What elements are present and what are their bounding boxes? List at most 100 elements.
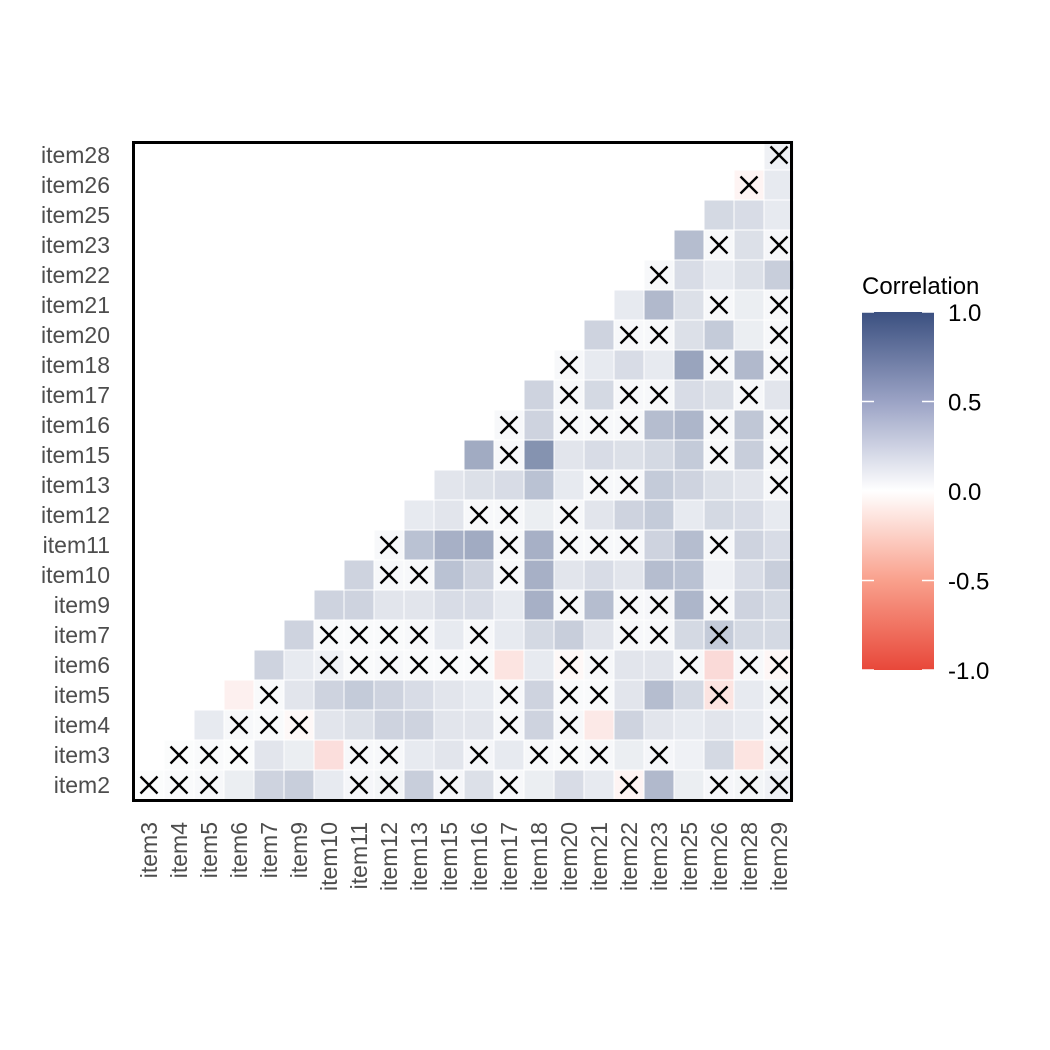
- heatmap-cell-item20-item26: [703, 319, 735, 351]
- cross-marker-item7-item12: [379, 625, 399, 645]
- cross-marker-item4-item7: [259, 715, 279, 735]
- heatmap-cell-item10-item18: [523, 559, 555, 591]
- heatmap-cell-item4-item22: [613, 709, 645, 741]
- heatmap-cell-item16-item18: [523, 409, 555, 441]
- cross-marker-item26-item28: [739, 175, 759, 195]
- x-tick-label: item10: [316, 822, 342, 891]
- y-axis-tick-labels: item2 item3 item4 item5 item6 item7 item9 item1…: [41, 142, 110, 798]
- heatmap-cell-item12-item29: [763, 499, 795, 531]
- heatmap-cell-item26-item29: [763, 169, 795, 201]
- cross-marker-item15-item29: [769, 445, 789, 465]
- cross-marker-item2-item4: [169, 775, 189, 795]
- heatmap-cell-item13-item25: [673, 469, 705, 501]
- heatmap-cell-item25-item29: [763, 199, 795, 231]
- heatmap-cell-item7-item18: [523, 619, 555, 651]
- cross-marker-item11-item26: [709, 535, 729, 555]
- cross-marker-item12-item20: [559, 505, 579, 525]
- y-tick-label: item7: [54, 622, 110, 648]
- heatmap-cell-item22-item28: [733, 259, 765, 291]
- heatmap-cell-item4-item25: [673, 709, 705, 741]
- cross-marker-item13-item22: [619, 475, 639, 495]
- heatmap-cell-item11-item23: [643, 529, 675, 561]
- heatmap-cell-item4-item21: [583, 709, 615, 741]
- heatmap-cell-item4-item10: [313, 709, 345, 741]
- cross-marker-item4-item20: [559, 715, 579, 735]
- cross-marker-item17-item20: [559, 385, 579, 405]
- heatmap-cell-item17-item26: [703, 379, 735, 411]
- heatmap-cell-item15-item21: [583, 439, 615, 471]
- cross-marker-item6-item16: [469, 655, 489, 675]
- heatmap-cell-item4-item5: [193, 709, 225, 741]
- heatmap-cell-item5-item9: [283, 679, 315, 711]
- heatmap-cell-item3-item10: [313, 739, 345, 771]
- heatmap-cell-item15-item25: [673, 439, 705, 471]
- heatmap-cell-item21-item25: [673, 289, 705, 321]
- heatmap-cell-item18-item22: [613, 349, 645, 381]
- plot-frame: [132, 141, 793, 802]
- heatmap-cell-item2-item22: [613, 769, 645, 801]
- cross-marker-item2-item3: [139, 775, 159, 795]
- heatmap-cell-item3-item15: [433, 739, 465, 771]
- x-tick-label: item20: [556, 822, 582, 891]
- y-tick-label: item20: [41, 322, 110, 348]
- legend-tick-label: -1.0: [948, 658, 989, 685]
- heatmap-cell-item5-item10: [313, 679, 345, 711]
- cross-marker-item21-item26: [709, 295, 729, 315]
- y-tick-label: item4: [54, 712, 110, 738]
- heatmap-cell-item12-item28: [733, 499, 765, 531]
- heatmap-cell-item22-item25: [673, 259, 705, 291]
- cross-marker-item20-item22: [619, 325, 639, 345]
- cross-marker-item16-item26: [709, 415, 729, 435]
- heatmap-cell-item9-item25: [673, 589, 705, 621]
- heatmap-cell-item16-item28: [733, 409, 765, 441]
- cross-marker-item7-item10: [319, 625, 339, 645]
- cross-marker-item6-item15: [439, 655, 459, 675]
- legend-title: Correlation: [862, 273, 979, 300]
- cross-marker-item2-item17: [499, 775, 519, 795]
- x-tick-label: item18: [526, 822, 552, 891]
- heatmap-cell-item10-item28: [733, 559, 765, 591]
- cross-marker-item3-item12: [379, 745, 399, 765]
- cross-marker-item3-item20: [559, 745, 579, 765]
- heatmap-cell-item10-item20: [553, 559, 585, 591]
- x-tick-label: item25: [676, 822, 702, 891]
- heatmap-cell-item23-item28: [733, 229, 765, 261]
- cross-marker-item11-item21: [589, 535, 609, 555]
- cross-marker-item5-item21: [589, 685, 609, 705]
- x-tick-label: item15: [436, 822, 462, 891]
- y-tick-label: item15: [41, 442, 110, 468]
- legend-tick-label: 1.0: [948, 300, 981, 327]
- x-tick-label: item4: [166, 822, 192, 878]
- cross-marker-item3-item29: [769, 745, 789, 765]
- heatmap-cell-item5-item16: [463, 679, 495, 711]
- cross-marker-item13-item29: [769, 475, 789, 495]
- heatmap-cell-item10-item25: [673, 559, 705, 591]
- cross-marker-item2-item29: [769, 775, 789, 795]
- cross-marker-item11-item17: [499, 535, 519, 555]
- cross-marker-item2-item5: [199, 775, 219, 795]
- heatmap-cell-item12-item18: [523, 499, 555, 531]
- heatmap-cell-item15-item16: [463, 439, 495, 471]
- heatmap-cell-item2-item7: [253, 769, 285, 801]
- cross-marker-item5-item7: [259, 685, 279, 705]
- y-tick-label: item13: [41, 472, 110, 498]
- x-tick-label: item22: [616, 822, 642, 891]
- y-tick-label: item10: [41, 562, 110, 588]
- heatmap-cell-item3-item26: [703, 739, 735, 771]
- heatmap-cell-item13-item18: [523, 469, 555, 501]
- heatmap-cell-item11-item18: [523, 529, 555, 561]
- heatmap-cell-item2-item21: [583, 769, 615, 801]
- heatmap-cell-item12-item15: [433, 499, 465, 531]
- heatmap-cell-item10-item15: [433, 559, 465, 591]
- heatmap-cell-item2-item10: [313, 769, 345, 801]
- y-tick-label: item22: [41, 262, 110, 288]
- cross-marker-item6-item28: [739, 655, 759, 675]
- heatmap-cell-item20-item28: [733, 319, 765, 351]
- heatmap-cell-item15-item22: [613, 439, 645, 471]
- heatmap-cell-item6-item18: [523, 649, 555, 681]
- y-tick-label: item17: [41, 382, 110, 408]
- cross-marker-item22-item23: [649, 265, 669, 285]
- heatmap-cell-item21-item22: [613, 289, 645, 321]
- heatmap-cell-item4-item12: [373, 709, 405, 741]
- heatmap-cell-item5-item25: [673, 679, 705, 711]
